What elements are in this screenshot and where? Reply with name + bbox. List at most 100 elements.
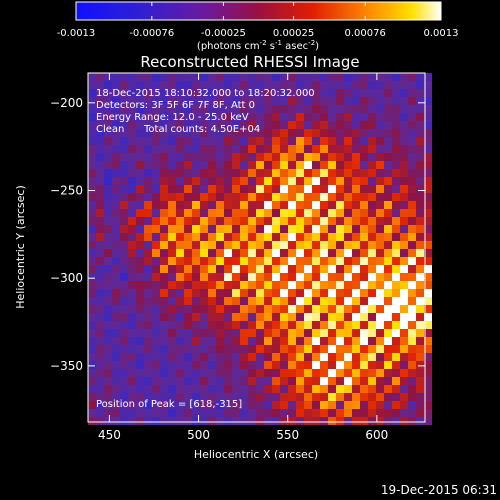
heatmap-cell [392,265,400,273]
heatmap-cell [184,177,192,185]
heatmap-cell [296,297,304,305]
heatmap-cell [208,209,216,217]
heatmap-cell [424,97,432,105]
heatmap-cell [216,137,224,145]
heatmap-cell [88,97,96,105]
heatmap-cell [256,249,264,257]
heatmap-cell [144,89,152,97]
heatmap-cell [336,393,344,401]
heatmap-cell [424,249,432,257]
heatmap-cell [392,233,400,241]
heatmap-cell [392,321,400,329]
heatmap-cell [144,353,152,361]
heatmap-cell [336,273,344,281]
heatmap-cell [312,225,320,233]
heatmap-cell [128,273,136,281]
heatmap-cell [280,145,288,153]
heatmap-cell [184,417,192,425]
heatmap-cell [288,281,296,289]
heatmap-cell [216,105,224,113]
heatmap-cell [128,161,136,169]
heatmap-cell [112,201,120,209]
heatmap-cell [328,185,336,193]
heatmap-cell [280,409,288,417]
heatmap-cell [376,177,384,185]
heatmap-cell [216,73,224,81]
heatmap-cell [264,121,272,129]
heatmap-cell [392,249,400,257]
heatmap-cell [128,177,136,185]
heatmap-cell [352,337,360,345]
heatmap-cell [88,81,96,89]
heatmap-cell [216,377,224,385]
heatmap-cell [160,265,168,273]
heatmap-cell [408,97,416,105]
heatmap-cell [112,145,120,153]
heatmap-cell [120,401,128,409]
heatmap-cell [336,129,344,137]
heatmap-cell [120,369,128,377]
heatmap-cell [272,353,280,361]
heatmap-cell [296,105,304,113]
heatmap-cell [304,281,312,289]
heatmap-cell [256,137,264,145]
heatmap-cell [136,297,144,305]
heatmap-cell [200,81,208,89]
heatmap-cell [88,297,96,305]
heatmap-cell [336,161,344,169]
heatmap-cell [320,161,328,169]
heatmap-cell [296,89,304,97]
heatmap-cell [128,297,136,305]
heatmap-cell [128,321,136,329]
heatmap-cell [168,377,176,385]
heatmap-cell [232,393,240,401]
heatmap-cell [96,313,104,321]
heatmap-cell [200,97,208,105]
heatmap-cell [408,297,416,305]
heatmap-cell [368,137,376,145]
heatmap-cell [136,329,144,337]
heatmap-cell [184,345,192,353]
heatmap-cell [248,233,256,241]
heatmap-cell [104,217,112,225]
heatmap-cell [192,289,200,297]
heatmap-cell [224,377,232,385]
heatmap-cell [176,129,184,137]
heatmap-cell [376,401,384,409]
heatmap-cell [96,401,104,409]
heatmap-cell [408,241,416,249]
heatmap-cell [280,345,288,353]
heatmap-cell [224,401,232,409]
heatmap-cell [136,105,144,113]
heatmap-cell [392,393,400,401]
heatmap-cell [408,401,416,409]
heatmap-cell [144,225,152,233]
heatmap-cell [184,217,192,225]
heatmap-cell [200,289,208,297]
heatmap-cell [296,265,304,273]
heatmap-cell [280,161,288,169]
heatmap-cell [192,409,200,417]
heatmap-cell [144,361,152,369]
heatmap-cell [104,369,112,377]
heatmap-cell [152,305,160,313]
heatmap-cell [104,265,112,273]
heatmap-cell [136,81,144,89]
heatmap-cell [96,377,104,385]
heatmap-cell [168,361,176,369]
heatmap-cell [344,345,352,353]
heatmap-cell [184,393,192,401]
heatmap-cell [240,353,248,361]
heatmap-cell [376,257,384,265]
heatmap-cell [288,321,296,329]
heatmap-cell [224,249,232,257]
heatmap-cell [88,289,96,297]
heatmap-cell [408,105,416,113]
heatmap-cell [344,393,352,401]
heatmap-cell [168,313,176,321]
heatmap-cell [376,89,384,97]
heatmap-cell [304,129,312,137]
heatmap-cell [136,241,144,249]
heatmap-cell [184,81,192,89]
heatmap-cell [248,145,256,153]
